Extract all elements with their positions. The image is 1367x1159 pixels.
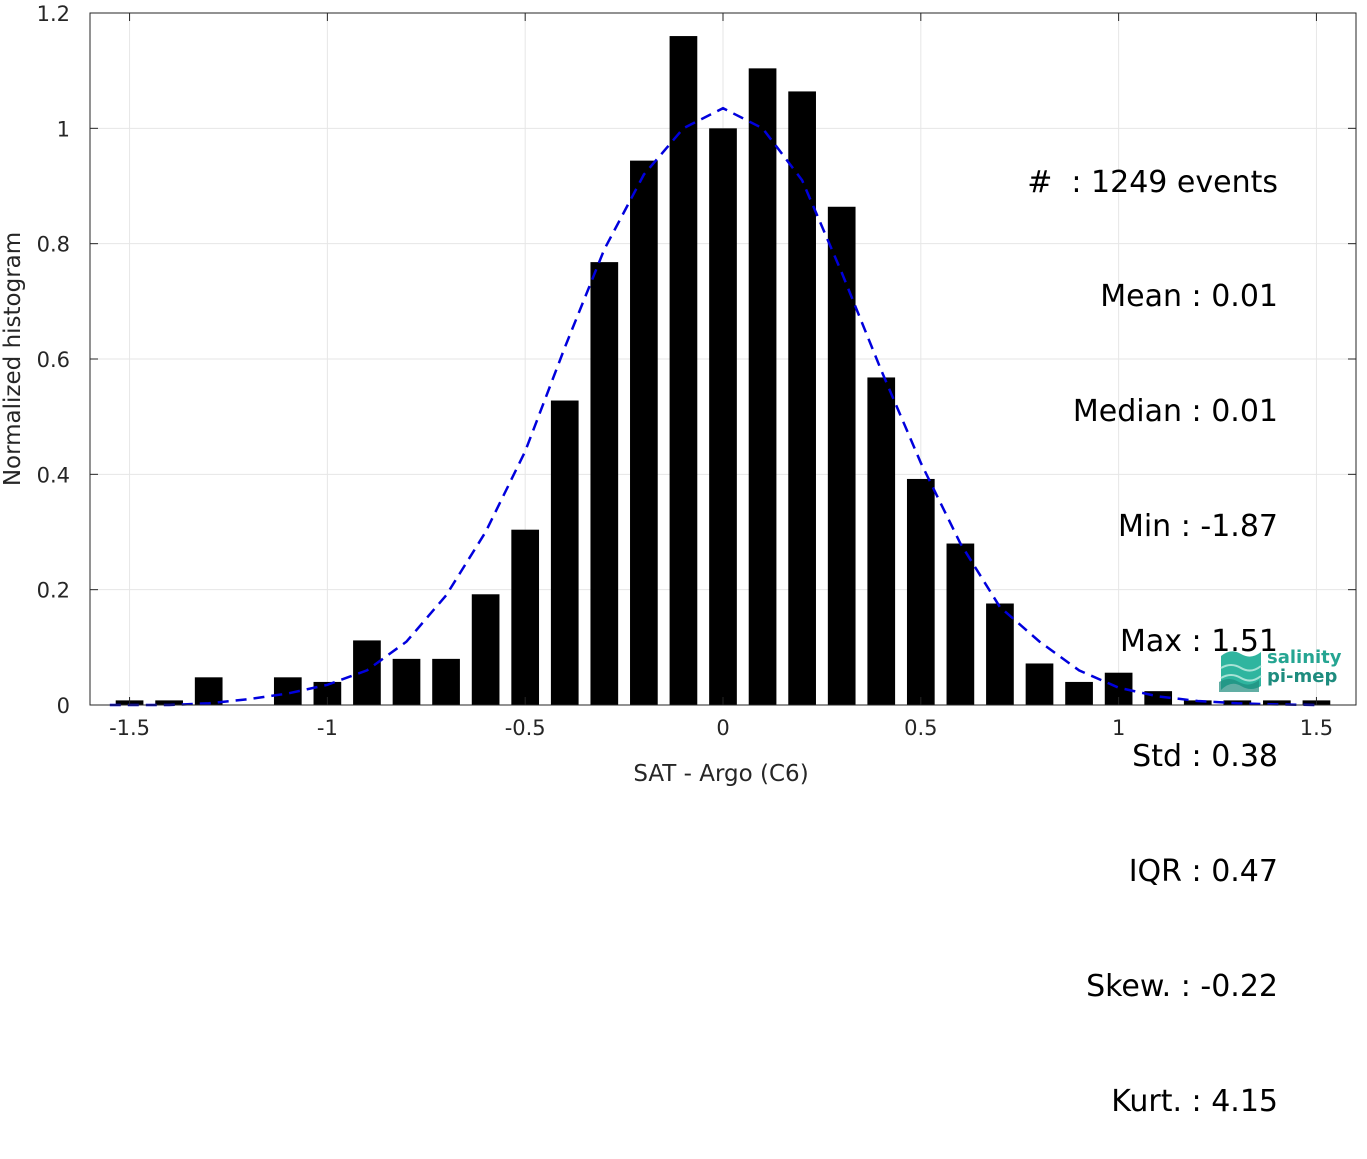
x-tick-label: 1.5 — [1300, 716, 1333, 740]
bar — [1183, 700, 1212, 705]
bar — [550, 400, 579, 705]
bar — [986, 603, 1014, 705]
stat-min: Min : -1.87 — [1117, 509, 1278, 545]
bar — [392, 658, 421, 705]
stat-max: Max : 1.51 — [1120, 624, 1278, 660]
stat-median: Median : 0.01 — [1072, 394, 1278, 430]
bar — [827, 206, 856, 705]
bar — [709, 128, 737, 706]
y-tick-label: 0 — [57, 694, 70, 718]
logo-line1: salinity — [1267, 647, 1342, 668]
bar — [511, 529, 540, 705]
y-tick-label: 1 — [57, 117, 70, 141]
stat-std: Std : 0.38 — [1132, 739, 1278, 775]
bar — [630, 160, 658, 706]
bar — [867, 377, 896, 705]
salinity-pimep-logo: salinity pi-mep — [1217, 646, 1347, 694]
bar — [155, 700, 183, 705]
x-axis-ticks: -1.5 -1 -0.5 0 0.5 1 1.5 — [109, 13, 1333, 740]
x-tick-label: 0 — [716, 716, 729, 740]
stats-box: # : 1249 events Mean : 0.01 Median : 0.0… — [1027, 87, 1278, 1159]
bar — [1065, 681, 1093, 705]
stat-iqr: IQR : 0.47 — [1128, 853, 1278, 889]
bar — [194, 677, 223, 705]
y-tick-label: 0.4 — [37, 463, 70, 487]
y-axis-label: Normalized histogram — [0, 232, 26, 486]
logo-line2: pi-mep — [1267, 666, 1338, 687]
bar — [1025, 663, 1054, 705]
y-tick-label: 0.8 — [37, 233, 70, 257]
bar — [471, 594, 500, 705]
stat-events: # : 1249 events — [1027, 164, 1278, 200]
fit-curve — [109, 106, 1317, 707]
bar — [669, 36, 698, 706]
bar — [432, 658, 460, 705]
y-tick-label: 0.2 — [37, 579, 70, 603]
bar — [946, 543, 975, 705]
stat-mean: Mean : 0.01 — [1100, 279, 1278, 315]
x-axis-label: SAT - Argo (C6) — [633, 761, 808, 787]
bar — [1263, 700, 1291, 705]
x-tick-label: 0.5 — [904, 716, 937, 740]
stat-kurt: Kurt. : 4.15 — [1111, 1083, 1278, 1119]
bar — [353, 640, 381, 705]
stat-skew: Skew. : -0.22 — [1086, 968, 1278, 1004]
bar — [906, 478, 935, 705]
x-tick-label: 1 — [1112, 716, 1125, 740]
bars — [115, 36, 1331, 706]
y-axis-ticks: 0 0.2 0.4 0.6 0.8 1 1.2 — [37, 2, 1356, 718]
y-tick-label: 1.2 — [37, 2, 70, 26]
bar — [590, 262, 619, 705]
logo-waves-icon — [1219, 651, 1262, 692]
x-tick-label: -0.5 — [505, 716, 546, 740]
histogram-chart: -1.5 -1 -0.5 0 0.5 1 1.5 0 0.2 0.4 0.6 0.8 1 1.2 SAT… — [0, 2, 1357, 787]
y-tick-label: 0.6 — [37, 348, 70, 372]
bar — [313, 681, 342, 705]
bar — [748, 68, 777, 706]
x-tick-label: -1 — [317, 716, 338, 740]
x-tick-label: -1.5 — [109, 716, 150, 740]
bar — [788, 91, 816, 706]
